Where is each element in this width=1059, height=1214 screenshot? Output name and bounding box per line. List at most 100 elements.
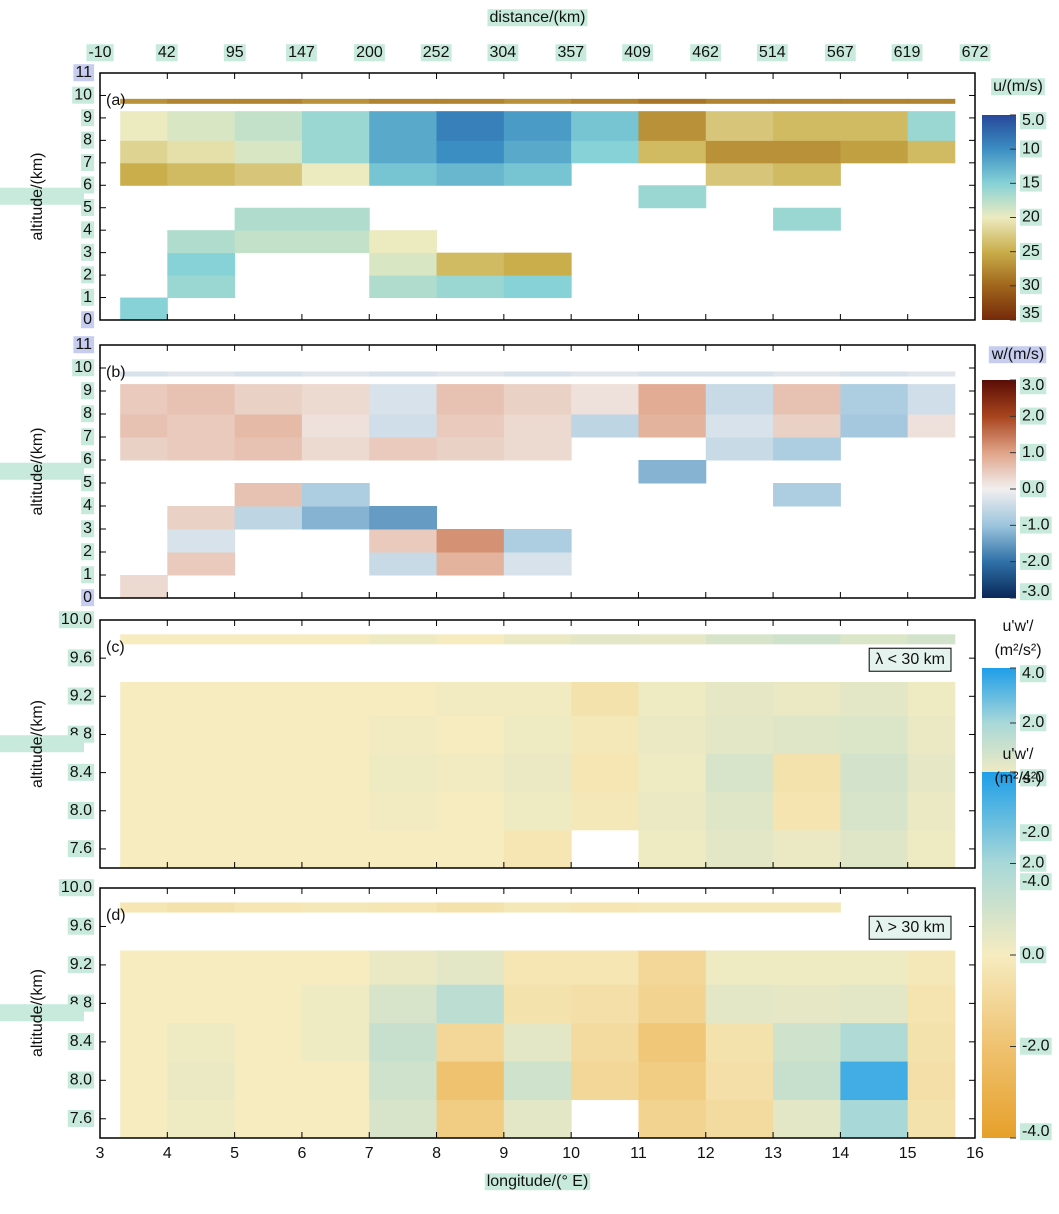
heatmap-cell	[907, 984, 956, 1024]
heatmap-cell	[571, 791, 639, 831]
heatmap-cell	[167, 384, 236, 415]
heatmap-cell	[436, 437, 505, 461]
heatmap-cell	[638, 715, 707, 755]
heatmap-cell	[436, 1061, 505, 1101]
heatmap-cell	[369, 1099, 438, 1139]
label-bg	[1020, 1037, 1052, 1055]
label-bg	[487, 9, 588, 27]
heatmap-cell	[638, 371, 707, 377]
colorbar-tick-label: 4.0	[1022, 665, 1044, 682]
heatmap-cell	[301, 682, 370, 716]
panel-label: (a)	[106, 92, 126, 109]
heatmap-cell	[773, 384, 841, 415]
heatmap-cell	[120, 902, 168, 913]
heatmap-cell	[436, 111, 505, 141]
label-bg	[81, 221, 95, 239]
y-tick-label: 10	[74, 87, 92, 104]
heatmap-cell	[571, 1061, 639, 1101]
heatmap-cell	[120, 162, 168, 186]
heatmap-cell	[301, 753, 370, 793]
heatmap-cell	[773, 483, 841, 507]
label-bg	[81, 543, 95, 561]
x-tick-label: 15	[899, 1145, 917, 1162]
heatmap-cell	[705, 98, 774, 104]
heatmap-cell	[571, 950, 639, 985]
heatmap-cell	[167, 98, 236, 104]
heatmap-cell	[571, 414, 639, 438]
heatmap-cell	[234, 384, 303, 415]
heatmap-cell	[907, 140, 956, 164]
heatmap-cell	[907, 414, 956, 438]
heatmap-cell	[120, 1099, 168, 1139]
label-bg	[1020, 946, 1047, 964]
panel-label: (c)	[106, 639, 125, 656]
heatmap-cell	[301, 902, 370, 913]
heatmap-cell	[840, 371, 909, 377]
label-bg	[690, 44, 722, 62]
heatmap-cell	[369, 682, 438, 716]
heatmap-cell	[705, 140, 774, 164]
colorbar-tick-label: 25	[1022, 243, 1040, 260]
label-bg	[67, 917, 95, 935]
heatmap-cell	[638, 753, 707, 793]
heatmap-cell	[907, 950, 956, 985]
colorbar-title: u/(m/s)	[993, 78, 1043, 95]
y-tick-label: 8.0	[70, 1072, 92, 1089]
label-bg	[72, 86, 95, 104]
heatmap-cell	[773, 791, 841, 831]
label-bg	[420, 44, 452, 62]
label-bg	[72, 359, 95, 377]
heatmap-cell	[840, 950, 909, 985]
heatmap-cell	[120, 984, 168, 1024]
colorbar-tick-label: 30	[1022, 277, 1040, 294]
x2-tick-label: 95	[226, 44, 244, 61]
heatmap-cell	[638, 111, 707, 141]
y-tick-label: 8	[83, 132, 92, 149]
label-bg	[73, 64, 95, 82]
heatmap-cell	[369, 98, 438, 104]
heatmap-cell	[705, 111, 774, 141]
heatmap-cell	[167, 111, 236, 141]
label-bg	[67, 763, 95, 781]
heatmap-cell	[436, 529, 505, 553]
heatmap-cell	[436, 1022, 505, 1062]
label-bg	[1020, 714, 1047, 732]
x2-tick-label: 619	[894, 44, 921, 61]
heatmap-cell	[503, 1061, 572, 1101]
heatmap-cell	[840, 715, 909, 755]
heatmap-cell	[120, 111, 168, 141]
heatmap-cell	[840, 1099, 909, 1139]
heatmap-cell	[705, 1022, 774, 1062]
heatmap-cell	[436, 753, 505, 793]
label-bg	[81, 474, 95, 492]
colorbar-tick-label: -3.0	[1022, 583, 1050, 600]
heatmap-cell	[705, 384, 774, 415]
heatmap-cell	[234, 950, 303, 985]
x2-tick-label: 357	[558, 44, 585, 61]
heatmap-cell	[167, 506, 236, 530]
heatmap-cell	[705, 715, 774, 755]
label-bg	[81, 288, 95, 306]
y-tick-label: 9.6	[70, 918, 92, 935]
heatmap-cell	[571, 902, 639, 913]
heatmap-cell	[167, 252, 236, 276]
y-tick-label: 2	[83, 266, 92, 283]
x-tick-label: 5	[230, 1145, 239, 1162]
x2-tick-label: 42	[158, 44, 176, 61]
heatmap-cell	[571, 984, 639, 1024]
heatmap-cell	[638, 902, 707, 913]
heatmap-cell	[436, 984, 505, 1024]
heatmap-cell	[234, 715, 303, 755]
heatmap-cell	[369, 1061, 438, 1101]
heatmap-cell	[773, 829, 841, 869]
y-tick-label: 9.2	[70, 688, 92, 705]
heatmap-cell	[301, 437, 370, 461]
label-bg	[0, 735, 85, 753]
x-tick-label: 7	[365, 1145, 374, 1162]
colorbar-title: u'w'/	[1002, 618, 1034, 635]
heatmap-cell	[436, 552, 505, 576]
label-bg	[86, 44, 114, 62]
y-tick-label: 10.0	[61, 879, 92, 896]
label-bg	[67, 801, 95, 820]
heatmap-cell	[167, 162, 236, 186]
